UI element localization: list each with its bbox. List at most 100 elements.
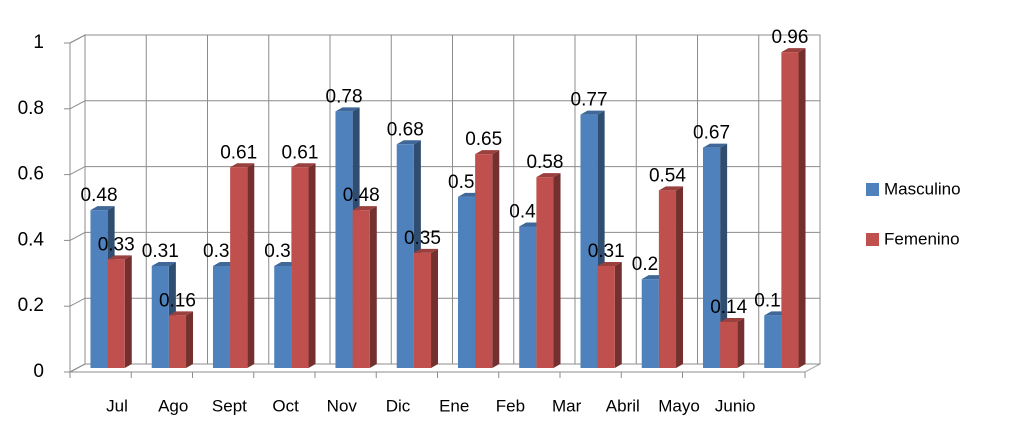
bar-side: [798, 48, 806, 368]
bar-side: [369, 206, 377, 368]
bar-side: [720, 143, 728, 368]
y-tick-label: 0: [33, 361, 44, 382]
bar-top: [90, 206, 115, 211]
bar-top: [352, 206, 377, 211]
bar: [536, 173, 561, 368]
bar-front: [658, 190, 677, 368]
bar: [720, 317, 745, 368]
bar-top: [335, 107, 360, 112]
bar-top: [597, 262, 622, 267]
x-tick-label: Oct: [272, 396, 299, 415]
bar-side: [247, 163, 255, 368]
y-tick-label: 0.8: [18, 98, 44, 119]
bar-top: [536, 173, 561, 178]
bar-front: [580, 114, 598, 368]
x-tick-label: Sept: [212, 396, 247, 415]
x-tick-label: Nov: [327, 396, 358, 415]
bar-front: [90, 210, 108, 368]
data-label: 0.14: [710, 297, 747, 318]
bar-front: [107, 259, 125, 368]
data-label: 0.68: [387, 119, 424, 140]
bar-front: [352, 210, 370, 368]
bar-front: [457, 196, 476, 368]
bar: [107, 255, 132, 368]
x-tick-label: Mar: [552, 396, 582, 415]
bar-front: [475, 154, 493, 368]
bar-front: [781, 52, 799, 368]
data-label: 0.67: [693, 123, 730, 144]
bar-top: [151, 262, 176, 267]
x-tick-label: Jul: [106, 396, 128, 415]
data-label: 0.16: [159, 290, 196, 311]
bar: [352, 206, 377, 368]
bar-top: [702, 143, 728, 148]
bar-front: [519, 226, 537, 368]
bar-front: [151, 266, 169, 368]
x-tick-label: Feb: [496, 396, 525, 415]
legend-swatch: [866, 183, 879, 196]
bar-top: [107, 255, 132, 260]
bar: [475, 150, 500, 368]
bar-front: [702, 147, 721, 368]
bar-front: [168, 315, 187, 368]
y-tick-label: 0.6: [18, 164, 44, 185]
bar: [658, 186, 684, 368]
data-label: 0.61: [281, 142, 318, 163]
data-label: 0.77: [571, 90, 608, 111]
data-label: 0.31: [142, 241, 179, 262]
bar-front: [413, 252, 432, 368]
x-tick-label: Mayo: [658, 396, 700, 415]
data-label: 0.31: [588, 241, 625, 262]
bar-side: [614, 262, 622, 368]
bar-top: [720, 317, 745, 322]
bar-top: [230, 163, 255, 168]
data-label: 0.48: [81, 185, 118, 206]
bar: [230, 163, 255, 368]
bar-top: [396, 140, 421, 145]
data-label: 0.54: [649, 165, 686, 186]
x-tick-label: Dic: [386, 396, 411, 415]
data-label: 0.96: [771, 27, 808, 48]
data-label: 0.35: [404, 228, 441, 249]
data-label: 0.65: [465, 129, 502, 150]
bar-front: [536, 177, 554, 368]
bar-front: [764, 315, 782, 368]
bar-top: [413, 248, 439, 253]
bar: [291, 163, 316, 368]
bar-top: [291, 163, 316, 168]
bar: [413, 248, 439, 368]
bar-front: [597, 266, 615, 368]
bar-top: [168, 311, 194, 316]
bar-side: [553, 173, 561, 368]
bar-front: [212, 266, 231, 368]
data-label: 0.48: [343, 185, 380, 206]
legend-swatch: [866, 233, 879, 246]
data-label: 0.61: [220, 142, 257, 163]
bar-top: [781, 48, 806, 53]
bar-top: [580, 110, 605, 115]
x-tick-label: Abril: [606, 396, 640, 415]
bar-side: [492, 150, 500, 368]
bar-front: [230, 167, 248, 368]
y-tick-label: 1: [33, 32, 44, 53]
bar-side: [737, 317, 745, 368]
bar-front: [396, 144, 414, 368]
bar: [597, 262, 622, 368]
x-tick-label: Ene: [439, 396, 469, 415]
data-label: 0.58: [526, 152, 563, 173]
bar-side: [308, 163, 316, 368]
bar: [781, 48, 806, 368]
bar-front: [335, 111, 353, 368]
x-tick-label: Ago: [158, 396, 188, 415]
bar-side: [676, 186, 684, 368]
x-tick-label: Junio: [715, 396, 756, 415]
bar-side: [186, 311, 194, 368]
data-label: 0.78: [326, 86, 363, 107]
data-label: 0.33: [98, 234, 135, 255]
legend-label: Masculino: [884, 179, 961, 198]
bar: [702, 143, 728, 368]
bar: [168, 311, 194, 368]
bar-side: [431, 248, 439, 368]
